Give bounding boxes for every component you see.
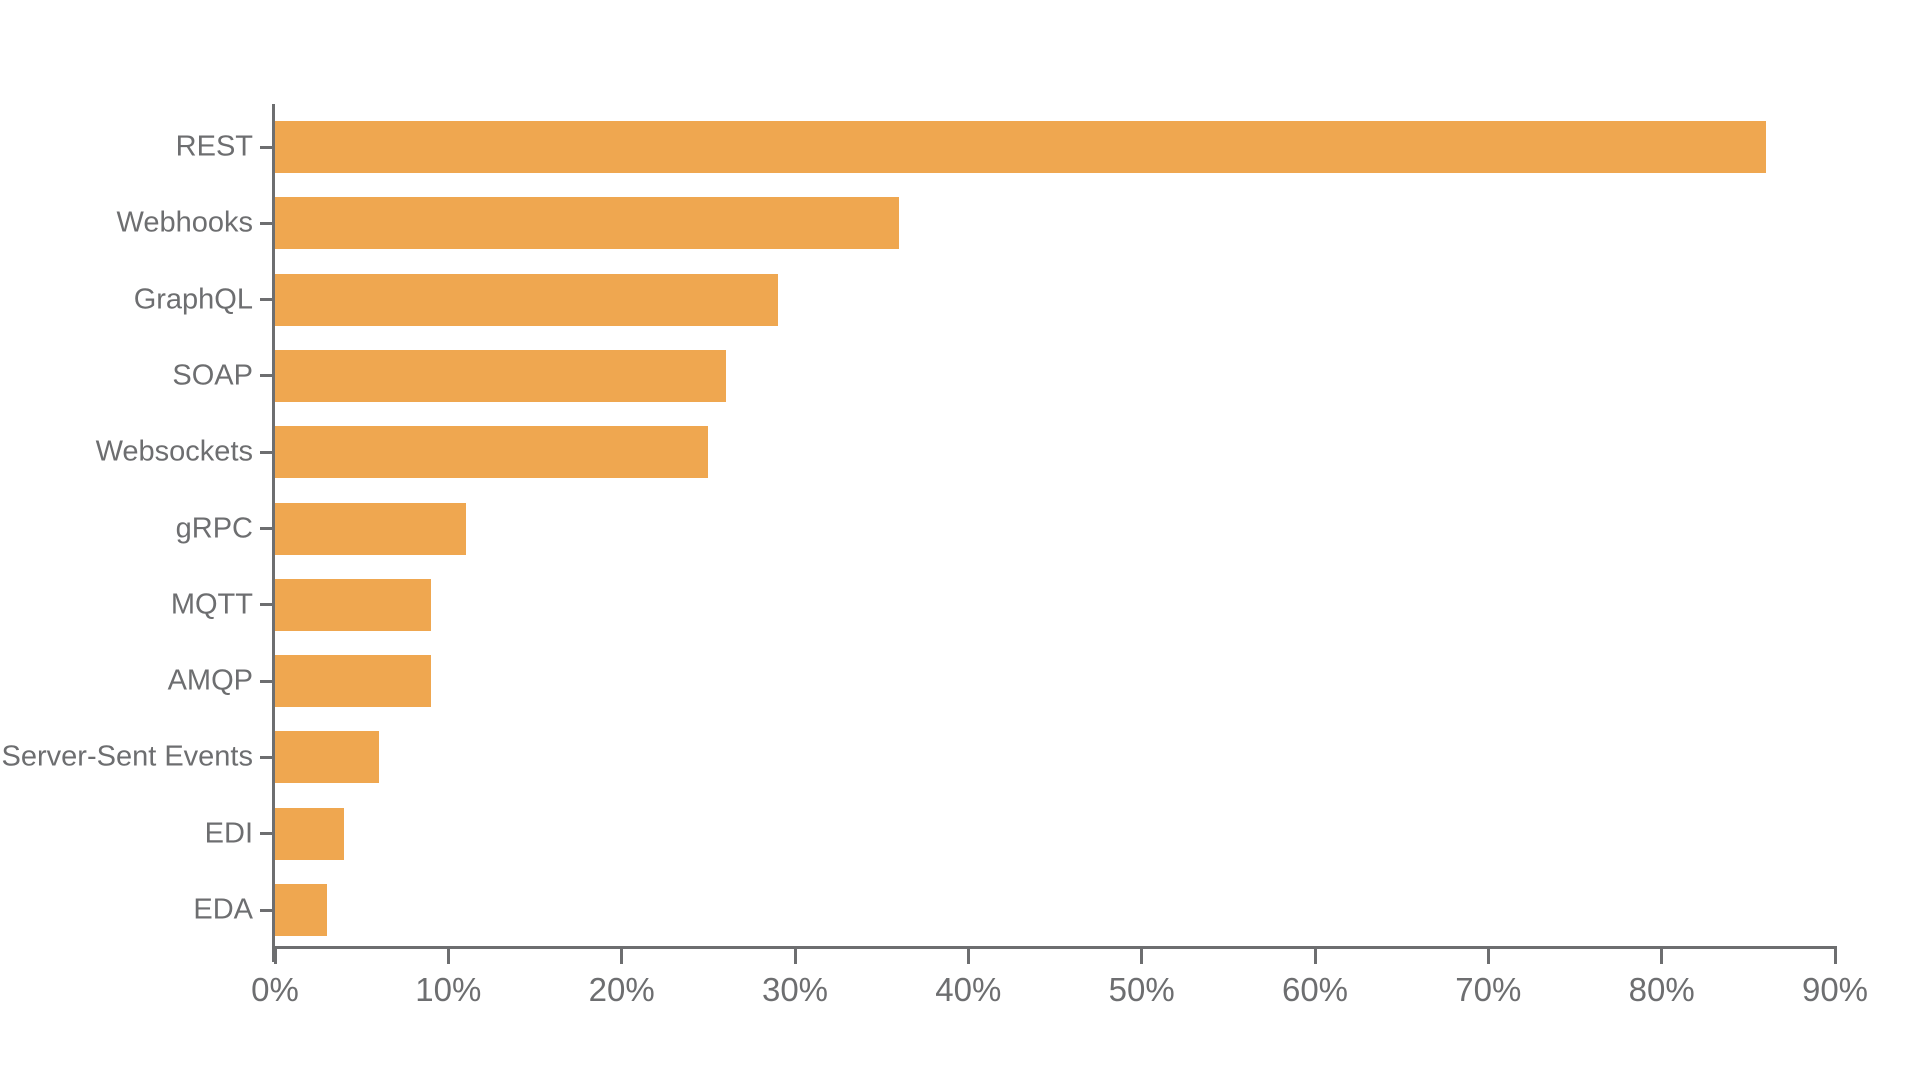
x-tick-label: 20% xyxy=(588,971,655,1008)
y-tick xyxy=(260,450,273,454)
category-label: MQTT xyxy=(170,588,253,621)
x-tick xyxy=(620,949,624,964)
bar xyxy=(275,426,709,479)
x-tick xyxy=(966,949,970,964)
x-tick-label: 90% xyxy=(1801,971,1869,1008)
bar xyxy=(275,197,899,250)
x-tick xyxy=(1833,949,1837,964)
bar xyxy=(275,884,327,936)
x-tick-label: 10% xyxy=(415,971,482,1008)
category-label: Server-Sent Events xyxy=(1,740,253,773)
category-label: EDI xyxy=(204,817,253,850)
category-label: Webhooks xyxy=(116,206,254,239)
y-tick xyxy=(260,145,273,149)
x-tick xyxy=(1313,949,1317,964)
bar xyxy=(275,655,431,708)
bar xyxy=(275,349,726,402)
x-tick xyxy=(446,949,450,964)
bar xyxy=(275,807,345,860)
category-label: Websockets xyxy=(95,435,253,468)
y-tick xyxy=(260,527,273,530)
bar xyxy=(275,578,431,631)
y-tick xyxy=(260,908,273,912)
x-tick-label: 60% xyxy=(1281,971,1349,1008)
y-tick xyxy=(260,832,273,836)
bar xyxy=(275,731,379,784)
x-tick-label: 80% xyxy=(1628,971,1695,1008)
y-tick xyxy=(260,679,273,683)
category-label: AMQP xyxy=(167,664,253,697)
y-tick xyxy=(260,298,273,302)
y-tick xyxy=(260,221,273,225)
category-label: gRPC xyxy=(175,512,253,544)
x-tick-label: 70% xyxy=(1455,971,1522,1008)
x-tick xyxy=(1660,949,1664,964)
bar xyxy=(275,273,778,326)
x-tick-label: 50% xyxy=(1108,971,1175,1008)
bar xyxy=(275,502,466,555)
x-tick xyxy=(1140,949,1144,964)
y-tick xyxy=(260,603,273,607)
y-tick xyxy=(260,755,273,759)
y-tick xyxy=(260,374,273,378)
category-label: GraphQL xyxy=(133,283,253,316)
x-axis-line xyxy=(272,946,1837,949)
category-label: REST xyxy=(175,130,253,163)
x-tick-label: 0% xyxy=(251,971,299,1008)
x-tick-label: 30% xyxy=(761,971,829,1008)
y-axis-line xyxy=(272,104,275,962)
x-tick xyxy=(1486,949,1490,964)
x-tick xyxy=(273,949,277,964)
category-label: EDA xyxy=(193,893,253,926)
bar xyxy=(275,121,1766,173)
x-tick xyxy=(793,949,797,964)
x-tick-label: 40% xyxy=(935,971,1002,1008)
category-label: SOAP xyxy=(172,359,253,392)
